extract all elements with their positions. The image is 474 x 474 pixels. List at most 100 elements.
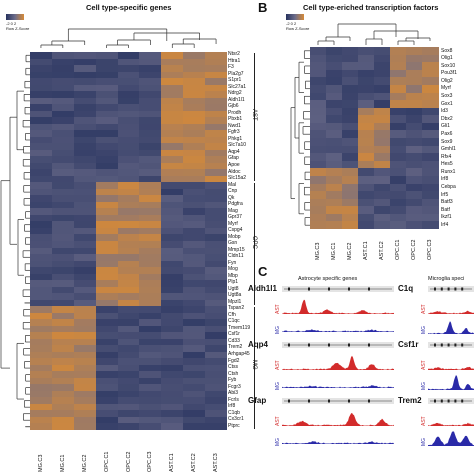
heatmap-cell: [117, 390, 140, 398]
heatmap-cell: [161, 312, 184, 320]
heatmap-cell: [183, 201, 206, 209]
heatmap-cell: [51, 260, 75, 268]
heatmap-cell: [310, 191, 327, 200]
gene-label: Cx3cr1: [228, 416, 244, 423]
heatmap-cell: [205, 286, 228, 294]
column-label: MG.C3: [37, 454, 44, 472]
heatmap-cell: [117, 130, 140, 138]
gene-label: Gmhl1: [441, 146, 456, 153]
heatmap-cell: [30, 84, 53, 92]
heatmap-cell: [139, 241, 162, 249]
heatmap-cell: [358, 138, 375, 147]
heatmap-cell: [406, 130, 423, 139]
heatmap-cell: [161, 104, 184, 112]
heatmap-cell: [51, 390, 75, 398]
heatmap-cell: [73, 286, 97, 294]
gene-label: Gsx1: [441, 100, 453, 107]
column-label: MG.C3: [315, 242, 321, 260]
heatmap-cell: [139, 351, 162, 359]
heatmap-cell: [95, 410, 119, 418]
heatmap-cell: [30, 338, 53, 346]
exon: [440, 343, 443, 347]
gene-label: Fgd2: [228, 357, 240, 364]
track-label-mg: MG: [421, 325, 427, 334]
heatmap-cell: [139, 65, 162, 73]
heatmap-cell: [95, 247, 119, 255]
heatmap-cell: [390, 100, 407, 109]
heatmap-cell: [310, 122, 327, 131]
track-label-mg: MG: [421, 381, 427, 390]
heatmap-cell: [30, 358, 53, 366]
heatmap-cell: [326, 145, 343, 154]
heatmap-cell: [183, 351, 206, 359]
heatmap-cell: [73, 351, 97, 359]
heatmap-cell: [51, 84, 75, 92]
coverage-area: [428, 366, 474, 370]
heatmap-cell: [310, 138, 327, 147]
heatmap-cell: [30, 254, 53, 262]
heatmap-cell: [51, 306, 75, 314]
heatmap-cell: [205, 234, 228, 242]
column-label: OPC.C2: [411, 239, 417, 260]
heatmap-cell: [139, 117, 162, 125]
heatmap-cell: [117, 91, 140, 99]
heatmap-cell: [161, 188, 184, 196]
heatmap-cell: [95, 149, 119, 157]
panel-a-column-labels: MG.C3 MG.C1 MG.C2 OPC.C1 OPC.C2 OPC.C3 AST.C1 A…: [30, 452, 227, 474]
heatmap-cell: [205, 390, 228, 398]
exon: [447, 343, 450, 347]
heatmap-cell: [30, 306, 53, 314]
heatmap-cell: [139, 345, 162, 353]
heatmap-cell: [183, 280, 206, 288]
heatmap-cell: [161, 403, 184, 411]
heatmap-cell: [117, 143, 140, 151]
heatmap-cell: [95, 97, 119, 105]
heatmap-cell: [139, 195, 162, 203]
legend-ticks: -2 0 2: [286, 21, 297, 26]
heatmap-cell: [51, 410, 75, 418]
heatmap-cell: [73, 117, 97, 125]
heatmap-cell: [51, 143, 75, 151]
heatmap-cell: [205, 293, 228, 301]
track-gene-name: Csf1r: [398, 340, 419, 349]
heatmap-cell: [183, 169, 206, 177]
heatmap-cell: [358, 130, 375, 139]
panel-b-letter: B: [258, 0, 268, 15]
heatmap-cell: [161, 338, 184, 346]
gene-label: Hes5: [441, 161, 453, 168]
heatmap-cell: [205, 104, 228, 112]
heatmap-cell: [406, 115, 423, 124]
heatmap-cell: [51, 182, 75, 190]
heatmap-cell: [51, 52, 75, 60]
heatmap-cell: [73, 325, 97, 333]
heatmap-cell: [183, 91, 206, 99]
heatmap-cell: [73, 280, 97, 288]
heatmap-cell: [310, 47, 327, 56]
gene-label: Tmem119: [228, 324, 251, 331]
heatmap-cell: [117, 201, 140, 209]
heatmap-cell: [30, 58, 53, 66]
heatmap-cell: [117, 182, 140, 190]
heatmap-cell: [342, 191, 359, 200]
heatmap-cell: [205, 58, 228, 66]
track-gene-name: Aqp4: [248, 340, 268, 349]
gene-label: Gpr37: [228, 214, 242, 221]
gene-model: [428, 342, 474, 348]
heatmap-cell: [205, 91, 228, 99]
heatmap-cell: [161, 84, 184, 92]
heatmap-cell: [422, 107, 439, 116]
heatmap-cell: [205, 110, 228, 118]
gene-label: Trem2: [228, 344, 243, 351]
group-label: AST: [251, 109, 257, 121]
heatmap-cell: [95, 371, 119, 379]
heatmap-cell: [374, 198, 391, 207]
heatmap-cell: [73, 273, 97, 281]
heatmap-cell: [139, 227, 162, 235]
heatmap-cell: [30, 299, 53, 307]
gene-label: Ndrg2: [228, 90, 242, 97]
heatmap-cell: [406, 92, 423, 101]
heatmap-cell: [374, 130, 391, 139]
heatmap-cell: [73, 364, 97, 372]
heatmap-cell: [183, 117, 206, 125]
heatmap-cell: [117, 371, 140, 379]
